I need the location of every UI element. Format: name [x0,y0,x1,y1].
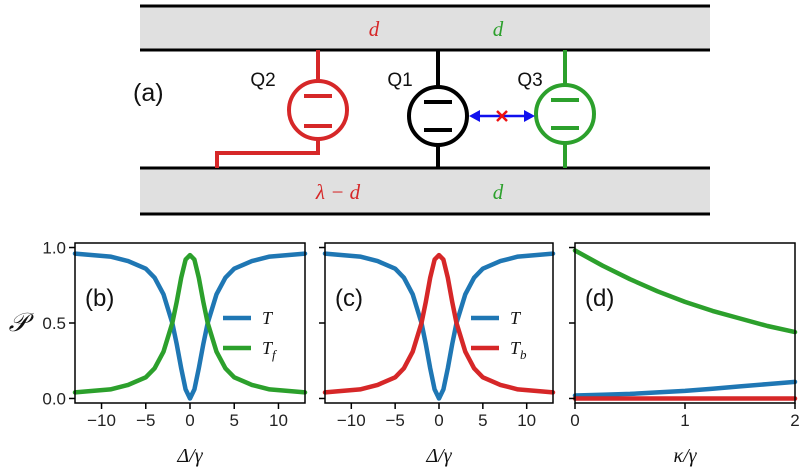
plot-panel-c: −10 −5 0 5 10 Δ/γ (c) T Tb [319,242,556,467]
qubit-label-q1: Q1 [387,70,412,91]
series-line-t-b [322,252,556,395]
legend-label: Tf [262,338,278,362]
y-tick-label: 0.5 [42,314,66,333]
y-tick-label: 1.0 [42,239,66,258]
qubit-q2 [215,50,349,168]
legend-label: T [262,308,274,328]
series-line-t [72,251,308,401]
x-tick-label: 0 [185,411,194,430]
x-axis-label: Δ/γ [425,445,452,467]
x-tick-label: −5 [385,411,404,430]
panel-label: (b) [85,285,114,312]
bottom-label-lambda-minus-d: λ − d [315,180,361,204]
series-line-t [322,251,556,401]
x-tick-label: 0 [434,411,443,430]
legend-label: T [510,308,522,328]
x-tick-label: 5 [478,411,487,430]
plot-panel-d: 0 1 2 κ/γ (d) [569,242,800,467]
qubit-q1 [407,50,469,168]
y-tick-label: 0.0 [42,389,66,408]
qubit-q3 [534,50,596,168]
legend-label: Tb [510,338,527,362]
x-axis-label: Δ/γ [176,445,203,467]
panel-label-a: (a) [133,79,164,107]
top-waveguide [140,6,710,50]
top-label-d-green: d [493,17,504,41]
x-tick-label: 2 [790,411,799,430]
series-line-0 [572,248,798,335]
x-axis-label: κ/γ [673,445,697,467]
panel-label: (c) [335,285,363,312]
x-tick-label: 1 [680,411,689,430]
x-tick-label: −10 [337,411,366,430]
x-tick-label: −10 [87,411,116,430]
qubit-label-q2: Q2 [250,70,275,91]
plot-panel-b: −10 −5 0 5 10 0.0 0.5 1.0 Δ/γ 𝒫 (b) T Tf [9,239,308,467]
x-tick-label: 0 [570,411,579,430]
qubit-label-q3: Q3 [517,70,542,91]
x-tick-label: −5 [136,411,155,430]
top-label-d-red: d [369,17,380,41]
x-tick-label: 10 [517,411,536,430]
bottom-waveguide [140,168,710,214]
bottom-label-d-green: d [493,180,504,204]
x-tick-label: 10 [269,411,288,430]
panel-label: (d) [585,285,614,312]
series-line-1 [572,379,798,398]
cross-mark [496,110,508,122]
y-axis-label: 𝒫 [9,308,35,337]
series-line-t-f [72,252,308,395]
schematic-panel: d d λ − d d (a) Q2 Q1 [133,4,710,216]
x-tick-label: 5 [229,411,238,430]
